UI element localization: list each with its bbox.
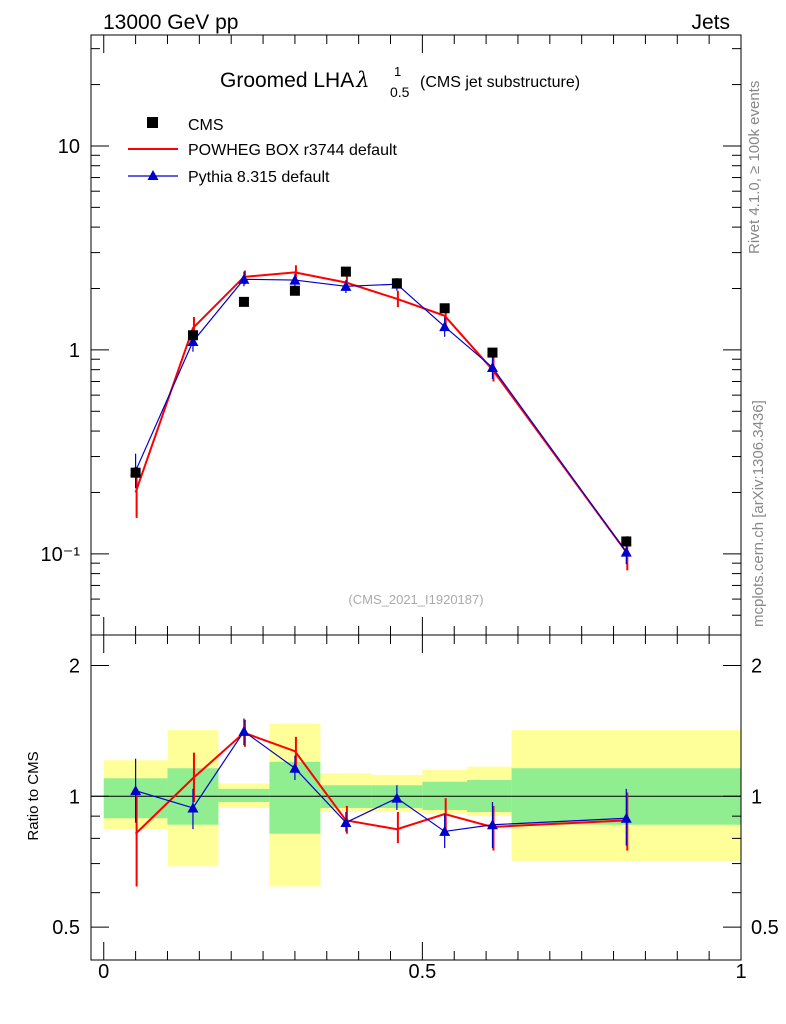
header-left: 13000 GeV pp [103, 11, 238, 34]
main-cms-point [391, 278, 402, 289]
ratio-xtick-label: 0 [98, 961, 109, 983]
main-cms-point [238, 296, 249, 307]
main-powheg-line [134, 271, 628, 553]
title-main: Groomed LHA [220, 69, 354, 92]
ratio-pythia-point [340, 817, 352, 828]
ratio-panel [103, 723, 741, 887]
main-cms-point [439, 303, 450, 314]
ratio-pythia-point [439, 825, 451, 836]
main-pythia-point [187, 335, 199, 346]
plot-title: Groomed LHAλ 1 0.5 (CMS jet substructure… [220, 64, 580, 100]
ratio-pythia-point [486, 819, 498, 830]
side-text-rivet: Rivet 4.1.0, ≥ 100k events [746, 81, 763, 254]
ratio-pythia-point [620, 812, 632, 823]
svg-text:Groomed LHAλ: Groomed LHAλ [220, 68, 370, 92]
ratio-pythia-point [130, 785, 142, 796]
main-pythia-point [238, 273, 250, 284]
legend-pythia-marker [147, 170, 159, 180]
analysis-watermark: (CMS_2021_I1920187) [348, 592, 483, 607]
main-ytick-label: 10 [58, 136, 80, 158]
legend-powheg-label: POWHEG BOX r3744 default [188, 142, 398, 159]
title-suffix: (CMS jet substructure) [420, 74, 580, 91]
side-text-mcplots: mcplots.cern.ch [arXiv:1306.3436] [750, 400, 767, 627]
ratio-pythia-point [289, 762, 301, 773]
ratio-ytick-label-left: 2 [69, 655, 80, 677]
ratio-frame [90, 634, 742, 961]
main-cms-point [130, 467, 141, 478]
ratio-xtick-label: 1 [735, 961, 746, 983]
main-pythia-point [486, 361, 498, 372]
legend-pythia-label: Pythia 8.315 default [188, 169, 330, 186]
title-symbol: λ [355, 68, 369, 92]
main-cms-point [340, 266, 351, 277]
main-pythia-point [289, 274, 301, 285]
main-cms-point [487, 347, 498, 358]
main-cms-point [187, 330, 198, 341]
ratio-ytick-label-left: 0.5 [52, 917, 80, 939]
main-pythia-point [620, 546, 632, 557]
ratio-pythia-point [391, 792, 403, 803]
ratio-band-inner [218, 788, 270, 803]
header-right: Jets [691, 11, 730, 34]
ratio-ylabel: Ratio to CMS [25, 751, 42, 840]
main-ytick-label: 10⁻¹ [41, 544, 81, 566]
ratio-pythia-point [187, 802, 199, 813]
ratio-pythia-point [238, 725, 250, 736]
legend-cms-marker [147, 117, 158, 128]
main-pythia-point [439, 321, 451, 332]
legend: CMS POWHEG BOX r3744 default Pythia 8.31… [128, 117, 398, 186]
legend-cms-label: CMS [188, 117, 224, 134]
main-pythia-line [135, 278, 627, 553]
ratio-ytick-label-left: 1 [69, 786, 80, 808]
ratio-ytick-label-right: 2 [751, 655, 762, 677]
main-cms-point [621, 536, 632, 547]
ratio-ytick-label-right: 1 [751, 786, 762, 808]
title-sup: 1 [394, 64, 401, 79]
ratio-ytick-label-right: 0.5 [751, 917, 779, 939]
main-cms-point [289, 285, 300, 296]
ratio-xtick-label: 0.5 [408, 961, 436, 983]
main-pythia-point [340, 280, 352, 291]
title-sub: 0.5 [390, 84, 410, 100]
main-ytick-label: 1 [69, 340, 80, 362]
